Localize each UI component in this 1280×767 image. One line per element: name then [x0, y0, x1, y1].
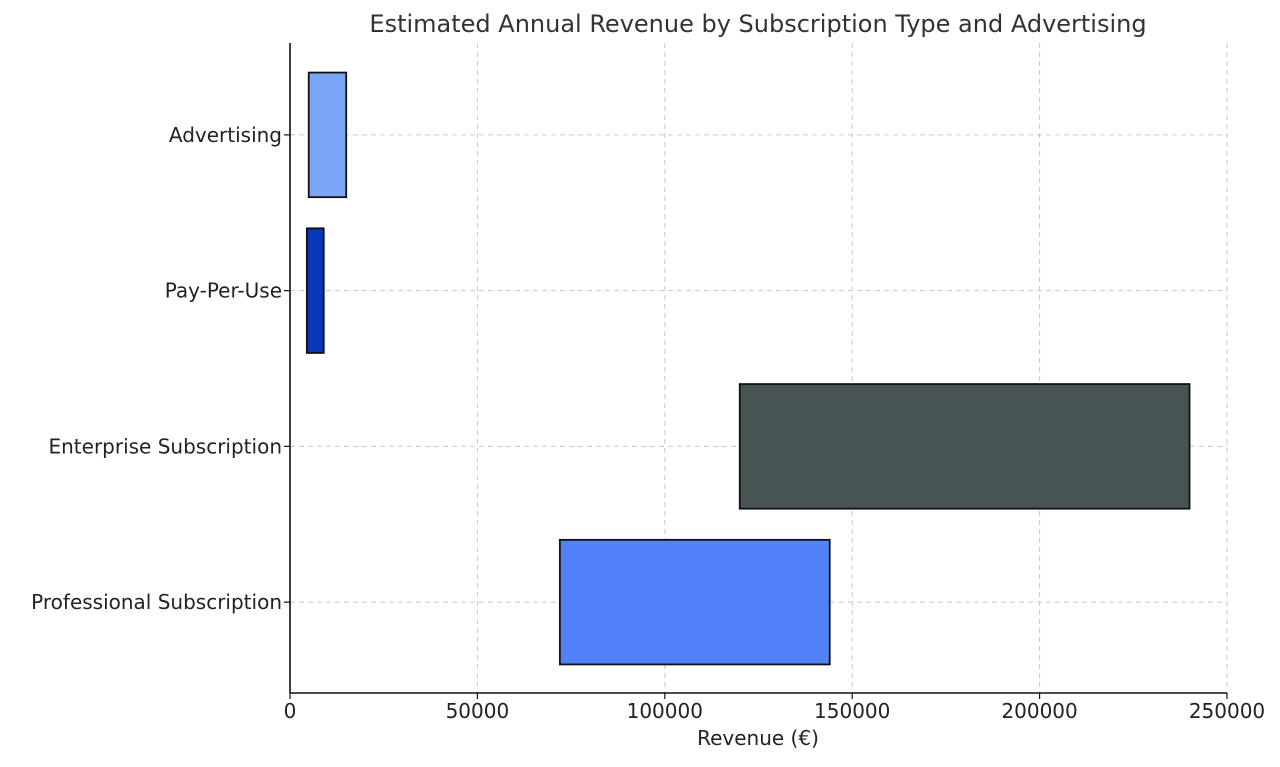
y-axis-ticks: Professional Subscription Enterprise Subs…	[31, 123, 290, 614]
axes	[289, 43, 1227, 694]
x-tick-label: 50000	[446, 699, 510, 723]
x-axis-label: Revenue (€)	[697, 726, 819, 750]
bar-enterprise-subscription	[738, 383, 1191, 510]
bar-advertising	[307, 71, 348, 199]
y-tick-label: Professional Subscription	[31, 590, 282, 614]
bars	[305, 71, 1191, 666]
x-tick-label: 150000	[814, 699, 890, 723]
x-tick-label: 100000	[627, 699, 703, 723]
x-tick-label: 0	[284, 699, 297, 723]
x-axis-ticks: 0 50000 100000 150000 200000 250000	[284, 693, 1265, 723]
y-tick-label: Advertising	[169, 123, 282, 147]
chart-title: Estimated Annual Revenue by Subscription…	[369, 10, 1146, 38]
y-tick-label: Enterprise Subscription	[48, 434, 282, 458]
bar-professional-subscription	[558, 538, 831, 666]
x-tick-label: 250000	[1189, 699, 1265, 723]
x-tick-label: 200000	[1001, 699, 1077, 723]
bar-pay-per-use	[305, 227, 325, 354]
y-tick-label: Pay-Per-Use	[165, 279, 282, 303]
